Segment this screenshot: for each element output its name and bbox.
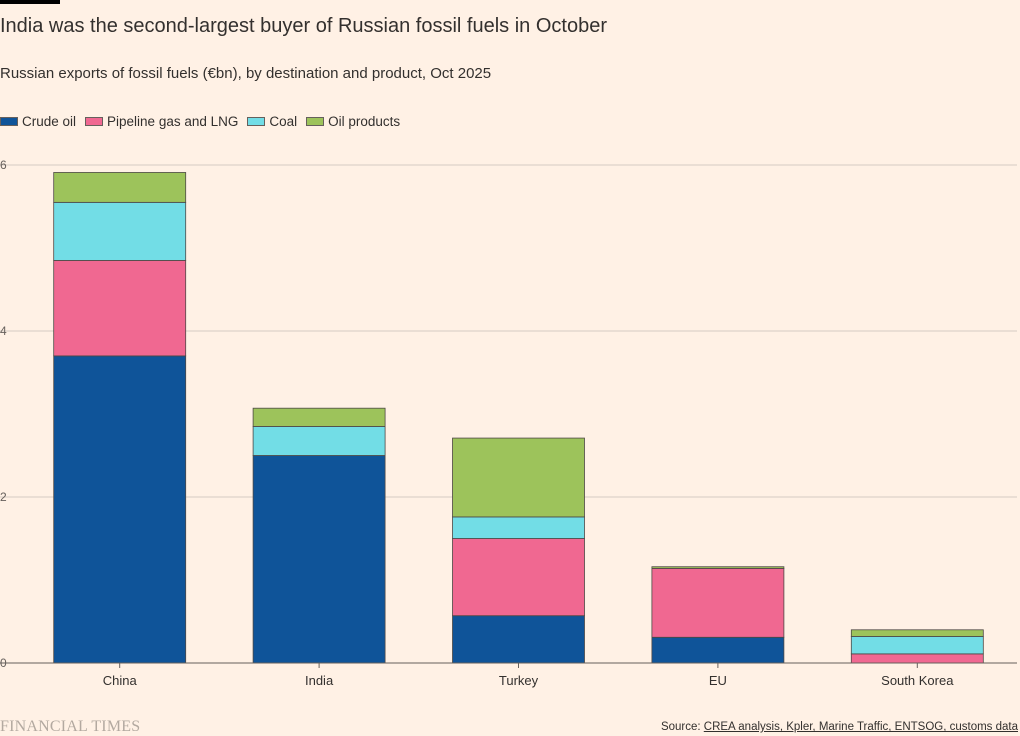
legend-label-crude-oil: Crude oil (22, 114, 77, 129)
legend-item-crude-oil[interactable]: Crude oil (0, 114, 76, 129)
bar-south-korea-oil-products (850, 629, 984, 637)
chart-subtitle: Russian exports of fossil fuels (€bn), b… (0, 65, 492, 82)
y-tick-label-6: 6 (0, 158, 7, 172)
ft-top-bar (0, 0, 60, 4)
chart-title: India was the second-largest buyer of Ru… (0, 15, 607, 37)
bar-india-coal (252, 426, 386, 456)
ft-logo: FINANCIAL TIMES (0, 718, 141, 735)
bar-eu-oil-products (651, 566, 785, 569)
y-tick-label-2: 2 (0, 490, 7, 504)
legend-label-oil-products: Oil products (328, 114, 401, 129)
bar-turkey-oil-products (452, 437, 585, 518)
chart-legend: Crude oil Pipeline gas and LNG Coal Oil … (0, 114, 409, 129)
legend-swatch-pipeline-gas-lng (85, 117, 104, 126)
bar-turkey-pipeline-gas-and-lng (452, 538, 585, 617)
bar-south-korea-pipeline-gas-and-lng (850, 653, 984, 664)
bar-turkey-coal (452, 516, 585, 539)
legend-swatch-crude-oil (0, 117, 18, 126)
legend-item-coal[interactable]: Coal (247, 114, 297, 129)
bar-india-oil-products (252, 407, 386, 427)
legend-item-oil-products[interactable]: Oil products (306, 114, 400, 129)
y-tick-label-4: 4 (0, 324, 7, 338)
bar-china-coal (53, 201, 187, 261)
bar-eu-crude-oil (651, 636, 785, 664)
bar-china-oil-products (53, 172, 187, 203)
x-tick-label-india: India (305, 673, 334, 688)
source-prefix: Source: (660, 721, 704, 733)
bar-south-korea-coal (850, 636, 984, 655)
bar-eu-pipeline-gas-and-lng (651, 567, 785, 638)
bar-china-pipeline-gas-and-lng (53, 260, 187, 357)
bar-india-crude-oil (252, 455, 386, 664)
bar-china-crude-oil (53, 355, 187, 664)
legend-swatch-coal (247, 117, 266, 126)
source-note: Source: CREA analysis, Kpler, Marine Tra… (661, 721, 1018, 733)
legend-label-coal: Coal (269, 114, 298, 129)
source-links[interactable]: CREA analysis, Kpler, Marine Traffic, EN… (703, 721, 1018, 733)
bar-turkey-crude-oil (452, 615, 585, 664)
x-tick-label-china: China (103, 673, 138, 688)
x-tick-label-eu: EU (709, 673, 727, 688)
legend-label-pipeline-gas-lng: Pipeline gas and LNG (107, 114, 239, 129)
legend-item-pipeline-gas-lng[interactable]: Pipeline gas and LNG (85, 114, 238, 129)
legend-swatch-oil-products (306, 117, 325, 126)
x-tick-label-south-korea: South Korea (881, 673, 954, 688)
x-tick-label-turkey: Turkey (499, 673, 539, 688)
